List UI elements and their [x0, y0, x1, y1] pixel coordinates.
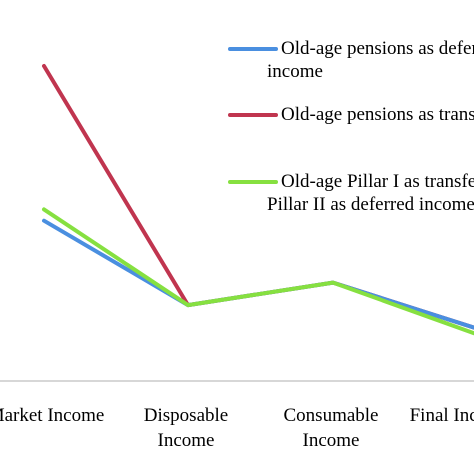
x-tick-label-2: Consumable Income	[284, 405, 379, 451]
x-tick-label-0: Market Income	[0, 405, 104, 426]
series-line-2	[42, 207, 474, 336]
legend-label-1: Old-age pensions as transfers	[281, 104, 474, 125]
legend-label-2: Old-age Pillar I as transfers, Pillar II …	[267, 171, 474, 215]
x-tick-label-1: Disposable Income	[144, 405, 228, 451]
series-layer	[42, 64, 474, 336]
x-tick-label-3: Final Income	[410, 405, 474, 426]
